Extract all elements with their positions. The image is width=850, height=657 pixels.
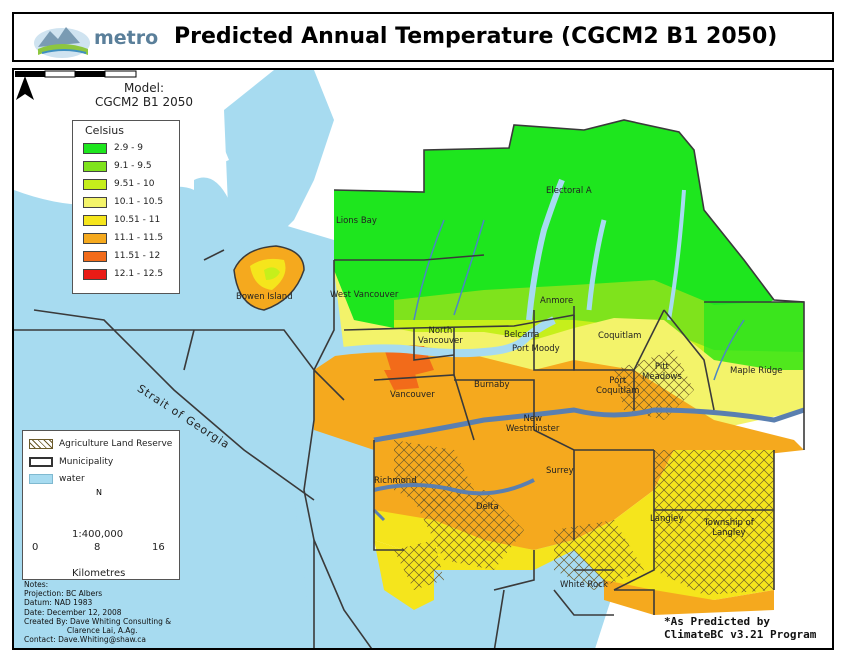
- place-new-westminster: New Westminster: [506, 414, 560, 434]
- place-langley: Langley: [650, 514, 684, 524]
- legend-class-label: 9.51 - 10: [114, 179, 155, 189]
- logo-text: metro: [94, 27, 159, 49]
- howe-sound-water: [224, 70, 334, 260]
- place-delta: Delta: [476, 502, 499, 512]
- map-header: metro Predicted Annual Temperature (CGCM…: [12, 12, 834, 62]
- fraser-river: [373, 407, 805, 443]
- temp-zone-green: [334, 120, 774, 332]
- place-township-of-langley: Township of Langley: [704, 518, 754, 538]
- place-white-rock: White Rock: [560, 580, 608, 590]
- temperature-legend: Celsius 2.9 - 9 9.1 - 9.5 9.51 - 10 10.1 - …: [72, 120, 180, 294]
- north-arrow-icon: [16, 76, 34, 100]
- scale-tick-8: 8: [94, 542, 101, 553]
- legend-class-label: 2.9 - 9: [114, 143, 144, 153]
- scale-ratio: 1:400,000: [72, 529, 124, 540]
- legend-class-label: 11.1 - 11.5: [114, 233, 164, 243]
- legend-title: Celsius: [85, 124, 124, 137]
- climatebc-credit: *As Predicted by ClimateBC v3.21 Program: [664, 615, 817, 641]
- map-notes: Notes: Projection: BC Albers Datum: NAD …: [24, 580, 172, 645]
- place-electoral-a: Electoral A: [546, 186, 592, 196]
- legend-class-label: 10.1 - 10.5: [114, 197, 164, 207]
- legend-class-label: 9.1 - 9.5: [114, 161, 152, 171]
- bay-water: [194, 177, 239, 255]
- place-coquitlam: Coquitlam: [598, 331, 642, 341]
- place-richmond: Richmond: [374, 476, 417, 486]
- municipality-boundaries: [313, 119, 805, 615]
- model-label: Model: CGCM2 B1 2050: [94, 81, 194, 109]
- water-swatch-icon: [29, 474, 53, 484]
- legend-class-label: 10.51 - 11: [114, 215, 161, 225]
- north-label: N: [96, 488, 102, 497]
- color-swatch-icon: [83, 269, 107, 280]
- place-surrey: Surrey: [546, 466, 574, 476]
- color-swatch-icon: [83, 179, 107, 190]
- place-belcarra: Belcarra: [504, 330, 540, 340]
- place-port-moody: Port Moody: [512, 344, 560, 354]
- place-west-vancouver: West Vancouver: [330, 290, 399, 300]
- reference-legend: Agriculture Land Reserve Municipality wa…: [22, 430, 180, 580]
- color-swatch-icon: [83, 197, 107, 208]
- scale-unit: Kilometres: [72, 568, 126, 579]
- metro-logo-icon: [34, 27, 90, 58]
- place-vancouver: Vancouver: [390, 390, 435, 400]
- boundary-swatch-icon: [29, 457, 53, 467]
- place-maple-ridge: Maple Ridge: [730, 366, 783, 376]
- color-swatch-icon: [83, 251, 107, 262]
- place-bowen-island: Bowen Island: [236, 292, 293, 302]
- page-title: Predicted Annual Temperature (CGCM2 B1 2…: [174, 24, 778, 49]
- color-swatch-icon: [83, 161, 107, 172]
- place-lions-bay: Lions Bay: [336, 216, 377, 226]
- hatch-swatch-icon: [29, 439, 53, 449]
- place-pitt-meadows: Pitt Meadows: [642, 362, 682, 382]
- place-north-vancouver: North Vancouver: [418, 326, 463, 346]
- color-swatch-icon: [83, 233, 107, 244]
- color-swatch-icon: [83, 143, 107, 154]
- map-frame: Strait of Georgia Lions Bay Electoral A …: [12, 68, 834, 650]
- place-anmore: Anmore: [540, 296, 574, 306]
- maple-ridge-green: [704, 302, 804, 375]
- legend-class-label: 11.51 - 12: [114, 251, 161, 261]
- scale-bar: [15, 70, 137, 78]
- color-swatch-icon: [83, 215, 107, 226]
- place-burnaby: Burnaby: [474, 380, 510, 390]
- burrard-inlet: [313, 316, 556, 359]
- scale-tick-16: 16: [152, 542, 165, 553]
- place-port-coquitlam: Port Coquitlam: [596, 376, 640, 396]
- legend-class-label: 12.1 - 12.5: [114, 269, 164, 279]
- scale-tick-0: 0: [32, 542, 39, 553]
